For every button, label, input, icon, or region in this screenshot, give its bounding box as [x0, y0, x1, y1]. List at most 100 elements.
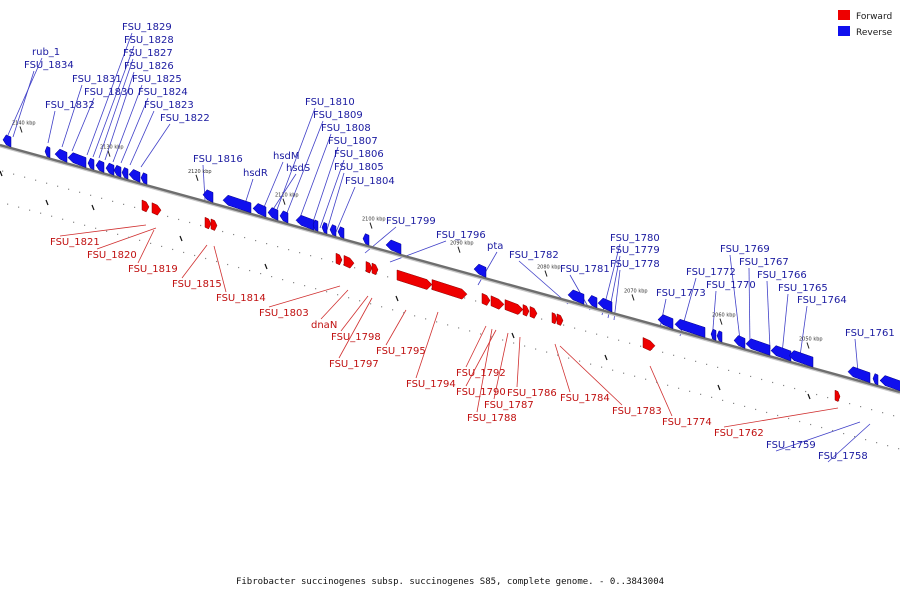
gene-labels: rub_1 FSU_1834 FSU_1832 FSU_1831 FSU_1830 FSU…	[24, 22, 895, 462]
scale-dot	[216, 260, 218, 263]
reverse-gene-arrow	[362, 233, 370, 246]
scale-dot	[288, 249, 290, 251]
gene-label: FSU_1778	[610, 259, 660, 270]
scale-dot	[266, 243, 268, 245]
scale-dot	[816, 393, 818, 396]
gene-label: dnaN	[311, 320, 337, 331]
tick-mark	[544, 270, 548, 277]
scale-dot	[596, 333, 598, 335]
label-leader	[274, 107, 316, 216]
scale-dot	[860, 406, 862, 408]
gene-label: FSU_1772	[686, 267, 736, 278]
reverse-gene-arrow	[733, 335, 746, 349]
scale-dot	[128, 236, 130, 238]
tick-mark	[282, 198, 286, 205]
scale-dot	[161, 245, 163, 248]
scale-minor-tick	[717, 384, 721, 391]
scale-dot	[414, 315, 416, 317]
tick-mark	[107, 150, 111, 157]
gene-label: FSU_1821	[50, 237, 100, 248]
reverse-gene-arrow	[473, 263, 487, 278]
scale-dot	[370, 303, 372, 305]
scale-dot	[601, 366, 603, 368]
reverse-gene-arrow	[710, 328, 717, 341]
forward-gene-arrow	[396, 269, 433, 290]
scale-dot	[447, 324, 449, 326]
reverse-gene-arrow	[716, 330, 723, 343]
scale-dot	[403, 312, 405, 314]
scale-dot	[381, 306, 383, 308]
scale-dot	[233, 233, 235, 236]
label-leader	[129, 110, 155, 166]
tick-label: 2060 kbp	[712, 313, 736, 319]
reverse-gene-arrow	[279, 210, 289, 224]
gene-label: FSU_1779	[610, 245, 660, 256]
scale-dot	[13, 173, 15, 175]
scale-dot	[827, 396, 829, 399]
gene-label: FSU_1790	[456, 387, 506, 398]
gene-label: FSU_1803	[259, 308, 309, 319]
genome-backbone	[0, 143, 900, 395]
legend-forward-label: Forward	[856, 12, 892, 22]
reverse-gene-arrow	[567, 289, 585, 305]
reverse-gene-arrow	[872, 373, 879, 386]
label-leader	[319, 159, 345, 229]
scale-minor-tick	[179, 235, 183, 242]
forward-gene-arrow	[529, 306, 538, 319]
scale-dot	[79, 191, 81, 193]
scale-dot	[728, 369, 730, 371]
scale-dot	[139, 239, 141, 241]
scale-dot	[678, 387, 680, 389]
forward-gene-arrow	[490, 295, 505, 310]
scale-dot	[134, 206, 136, 208]
label-leader	[338, 297, 373, 359]
gene-label: FSU_1773	[656, 288, 706, 299]
reverse-gene-arrow	[312, 219, 319, 232]
gene-label: FSU_1826	[124, 61, 174, 72]
gene-label: FSU_1774	[662, 417, 712, 428]
scale-dot	[579, 360, 581, 362]
scale-dot	[332, 261, 334, 263]
backbone-shadow	[0, 145, 900, 395]
scale-dot	[849, 403, 851, 405]
gene-label: FSU_1769	[720, 244, 770, 255]
gene-label: FSU_1809	[313, 110, 363, 121]
scale-dot	[788, 417, 790, 420]
label-leader	[297, 133, 332, 224]
reverse-gene-arrow	[121, 167, 129, 180]
reverse-gene-arrow	[329, 224, 337, 237]
scale-dot	[623, 372, 625, 374]
gene-label: FSU_1764	[797, 295, 847, 306]
label-leader	[729, 254, 741, 341]
scale-dot	[871, 409, 873, 411]
scale-dot	[893, 415, 895, 417]
reverse-gene-arrow	[295, 214, 315, 231]
label-leader	[320, 289, 349, 320]
reverse-gene-arrow	[337, 226, 345, 239]
scale-dot	[68, 188, 70, 190]
reverse-gene-arrow	[770, 345, 792, 362]
gene-label: FSU_1786	[507, 388, 557, 399]
gene-label: FSU_1784	[560, 393, 610, 404]
reverse-gene-arrow	[222, 194, 252, 214]
label-leader	[465, 329, 497, 387]
label-leader	[766, 280, 771, 350]
scale-dot	[590, 363, 592, 365]
forward-gene-arrow	[343, 255, 355, 269]
gene-label: FSU_1828	[124, 35, 174, 46]
gene-label: FSU_1830	[84, 87, 134, 98]
scale-dot	[535, 348, 537, 350]
gene-label: FSU_1788	[467, 413, 517, 424]
legend-reverse-swatch	[838, 26, 850, 36]
scale-dot	[178, 218, 180, 221]
scale-dot	[656, 381, 658, 383]
forward-gene-arrow	[642, 337, 656, 352]
map-caption: Fibrobacter succinogenes subsp. succinog…	[235, 577, 665, 587]
scale-dot	[475, 300, 477, 302]
scale-dot	[607, 336, 609, 338]
scale-minor-tick	[0, 170, 3, 177]
scale-dot	[277, 246, 279, 248]
label-leader	[261, 161, 284, 213]
label-leader	[92, 45, 135, 158]
scale-dot	[766, 411, 768, 414]
